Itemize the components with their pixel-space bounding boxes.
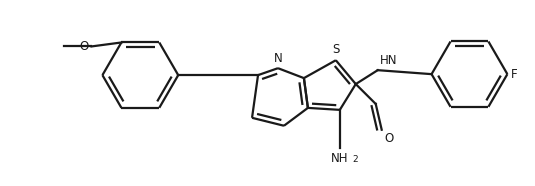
Text: O: O bbox=[385, 132, 394, 145]
Text: NH: NH bbox=[331, 152, 349, 165]
Text: F: F bbox=[511, 68, 518, 81]
Text: HN: HN bbox=[380, 54, 397, 67]
Text: 2: 2 bbox=[353, 155, 358, 163]
Text: O: O bbox=[79, 40, 88, 53]
Text: N: N bbox=[273, 52, 282, 65]
Text: S: S bbox=[332, 43, 340, 56]
